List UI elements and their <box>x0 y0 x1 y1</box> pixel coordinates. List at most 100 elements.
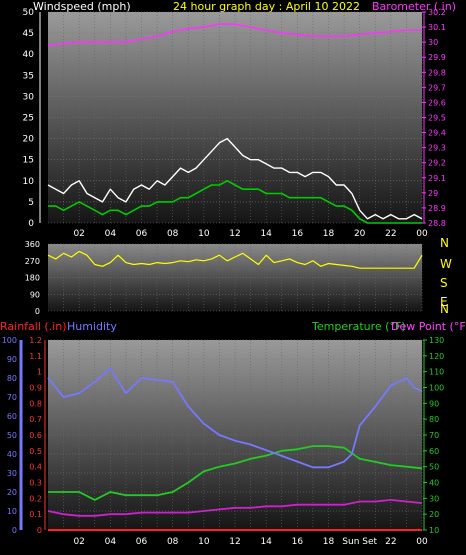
barometer-tick-label: 29.6 <box>428 98 446 107</box>
wind-x-tick-label: 00 <box>416 229 428 239</box>
wind-y-tick-label: 0 <box>28 219 34 229</box>
wind-average-line <box>48 180 422 224</box>
wind-x-tick-label: 14 <box>260 229 272 239</box>
humidity-y-tick-label: 0 <box>12 526 17 535</box>
humidity-x-tick-label: 14 <box>260 537 272 547</box>
dewpoint-line <box>47 498 423 517</box>
temperature-y-tick-label: 110 <box>429 368 444 377</box>
humidity-y-tick-label: 10 <box>7 507 17 516</box>
humidity-series <box>47 367 423 531</box>
wind-x-tick-label: 12 <box>229 229 240 239</box>
temperature-y-tick-label: 50 <box>429 463 439 472</box>
wind-y-tick-label: 5 <box>28 198 34 208</box>
rainfall-y-tick-label: 1.2 <box>29 336 42 345</box>
wind-x-tick-label: 20 <box>354 229 366 239</box>
humidity-y-tick-label: 20 <box>7 488 17 497</box>
wind-y-tick-label: 40 <box>23 50 35 60</box>
rainfall-y-tick-label: 1 <box>37 368 42 377</box>
barometer-tick-label: 29 <box>428 189 438 198</box>
temperature-y-tick-label: 130 <box>429 336 444 345</box>
barometer-tick-label: 29.5 <box>428 114 446 123</box>
rainfall-y-tick-label: 0.5 <box>29 447 42 456</box>
barometer-tick-label: 28.9 <box>428 204 446 213</box>
compass-label-2: S <box>440 276 448 290</box>
wind-y-tick-label: 15 <box>23 156 34 166</box>
humidity-x-tick-label: 00 <box>416 537 428 547</box>
wind-y-tick-label: 50 <box>23 8 35 18</box>
wind-axis-title: Windspeed (mph) <box>33 0 131 13</box>
wind-axes: 0 5 10 15 20 25 30 35 40 45 50 28.8 28.9 29 29.1 29.2 29… <box>23 8 446 239</box>
humidity-y-tick-label: 50 <box>7 431 17 440</box>
dewpoint-axis-title: Dew Point (°F) <box>391 320 466 333</box>
direction-y-tick-label: 180 <box>25 274 40 283</box>
humidity-axes: 010203040506070809010000.10.20.30.40.50.… <box>2 336 445 547</box>
rainfall-y-tick-label: 0.7 <box>29 415 42 424</box>
wind-x-tick-label: 16 <box>292 229 304 239</box>
direction-series <box>47 250 423 269</box>
wind-x-tick-label: 18 <box>323 229 335 239</box>
wind-x-tick-label: 02 <box>73 229 84 239</box>
graph-title: 24 hour graph day : April 10 2022 <box>173 0 360 13</box>
wind-y-tick-label: 10 <box>23 177 35 187</box>
rainfall-y-tick-label: 0.1 <box>29 510 42 519</box>
compass-label-1: W <box>440 257 452 271</box>
wind-x-tick-label: 10 <box>198 229 210 239</box>
barometer-tick-label: 29.8 <box>428 68 446 77</box>
direction-y-tick-label: 270 <box>25 257 40 266</box>
rainfall-y-tick-label: 0.6 <box>29 431 42 440</box>
wind-x-tick-label: 08 <box>167 229 179 239</box>
wind-x-tick-label: 04 <box>105 229 117 239</box>
temperature-y-tick-label: 20 <box>429 510 439 519</box>
rainfall-y-tick-label: 0.2 <box>29 494 42 503</box>
temperature-y-tick-label: 10 <box>429 526 439 535</box>
barometer-tick-label: 30 <box>428 38 438 47</box>
humidity-x-tick-label: 22 <box>385 537 396 547</box>
barometer-tick-label: 29.4 <box>428 129 446 138</box>
humidity-x-tick-label: 18 <box>323 537 335 547</box>
humidity-axis-title: Humidity <box>67 320 117 333</box>
temperature-line <box>48 445 423 501</box>
humidity-x-tick-label: 08 <box>167 537 179 547</box>
humidity-x-tick-label: 12 <box>229 537 240 547</box>
humidity-x-tick-label: 02 <box>73 537 84 547</box>
wind-y-tick-label: 25 <box>23 114 34 124</box>
humidity-y-tick-label: 80 <box>7 374 17 383</box>
humidity-y-tick-label: 70 <box>7 393 17 402</box>
temperature-y-tick-label: 80 <box>429 415 439 424</box>
rainfall-y-tick-label: 0.9 <box>29 384 42 393</box>
rainfall-y-tick-label: 0 <box>37 526 42 535</box>
wind-y-tick-label: 30 <box>23 92 35 102</box>
rainfall-y-tick-label: 0.3 <box>29 479 42 488</box>
humidity-x-tick-label: 10 <box>198 537 210 547</box>
rainfall-y-tick-label: 0.8 <box>29 399 42 408</box>
humidity-x-tick-label: Sun Set <box>342 537 377 547</box>
wind-direction-line <box>47 250 423 269</box>
humidity-y-tick-label: 100 <box>2 336 17 345</box>
barometer-tick-label: 29.2 <box>428 159 446 168</box>
rainfall-y-tick-label: 1.1 <box>29 352 42 361</box>
temperature-y-tick-label: 100 <box>429 384 444 393</box>
wind-y-tick-label: 35 <box>23 71 34 81</box>
wind-y-tick-label: 45 <box>23 29 34 39</box>
wind-y-tick-label: 20 <box>23 135 35 145</box>
humidity-y-tick-label: 60 <box>7 412 17 421</box>
direction-y-tick-label: 360 <box>25 240 40 249</box>
barometer-axis-title: Barometer (.in) <box>372 0 456 13</box>
humidity-y-tick-label: 40 <box>7 450 17 459</box>
temperature-y-tick-label: 30 <box>429 494 439 503</box>
humidity-x-tick-label: 04 <box>105 537 117 547</box>
direction-grid <box>48 243 423 312</box>
humidity-line <box>47 367 423 469</box>
compass-label-4: N <box>440 302 449 316</box>
humidity-y-tick-label: 90 <box>7 355 17 364</box>
compass-label-3: E <box>440 295 448 309</box>
temperature-axis-title: Temperature (°F) <box>311 320 406 333</box>
temperature-y-tick-label: 60 <box>429 447 439 456</box>
direction-axes: 360 270 180 90 0 <box>25 240 40 316</box>
temperature-y-tick-label: 120 <box>429 352 444 361</box>
temperature-y-tick-label: 70 <box>429 431 439 440</box>
humidity-grid <box>48 339 423 531</box>
temperature-y-tick-label: 40 <box>429 479 439 488</box>
